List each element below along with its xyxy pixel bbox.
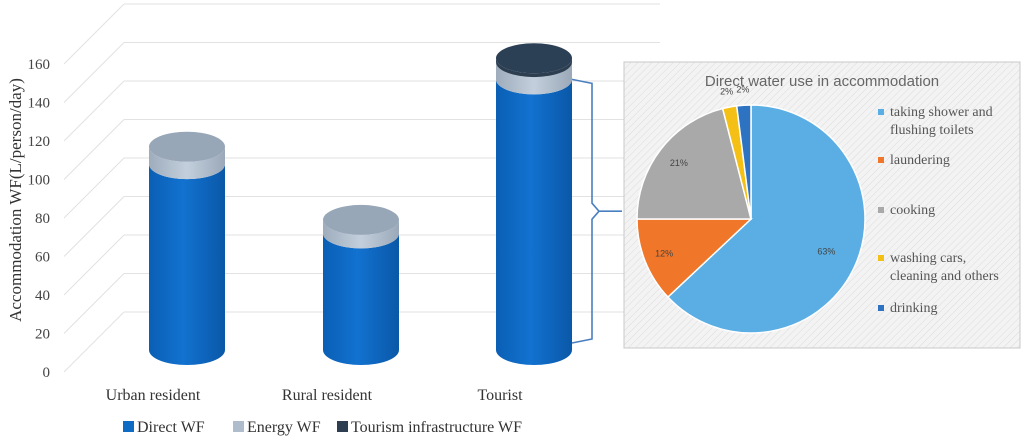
- pie-slice: [666, 104, 866, 334]
- legend-swatch: [337, 421, 348, 432]
- bar-energy-wf: [149, 146, 225, 180]
- y-tick-label: 20: [35, 327, 50, 343]
- bar-top-cap: [149, 131, 225, 162]
- pie-legend-label: taking shower and flushing toilets: [890, 105, 993, 138]
- y-tick-label: 100: [28, 173, 51, 189]
- x-tick-label: Urban resident: [106, 387, 201, 404]
- y-axis: 0 20 40 60 80 100 120 140 160: [28, 57, 51, 381]
- bar-direct-wf: [323, 233, 399, 365]
- pie-legend-label: drinking: [890, 301, 937, 316]
- x-tick-label: Rural resident: [282, 387, 373, 404]
- bar-energy-wf: [496, 62, 572, 95]
- bar-energy-wf: [323, 219, 399, 249]
- pie-title: Direct water use in accommodation: [705, 73, 939, 90]
- y-tick-label: 60: [35, 250, 50, 266]
- callout-bracket: [571, 78, 622, 344]
- y-tick-label: 120: [28, 134, 51, 150]
- pie-legend-label: cooking: [890, 203, 935, 218]
- gridline-diagonal: [63, 157, 125, 219]
- pie-legend-swatch: [878, 305, 884, 311]
- pie-legend-swatch: [878, 157, 884, 163]
- pie-legend-swatch: [878, 207, 884, 213]
- pie-data-label: 63%: [817, 247, 835, 257]
- legend-label: Direct WF: [137, 419, 205, 436]
- y-tick-label: 140: [28, 96, 51, 112]
- pie-slice: [735, 104, 752, 220]
- x-axis: Urban resident Rural resident Tourist: [106, 387, 523, 404]
- gridline-diagonal: [63, 196, 125, 257]
- gridline-diagonal: [63, 234, 125, 296]
- bar-direct-wf: [149, 164, 225, 365]
- pie-legend-label: washing cars, cleaning and others: [890, 251, 999, 284]
- pie-data-label: 2%: [736, 84, 749, 94]
- pie-slice: [636, 218, 753, 299]
- bars: [149, 43, 572, 366]
- legend-swatch: [233, 421, 244, 432]
- pie-legend-swatch: [878, 109, 884, 115]
- y-tick-label: 80: [35, 211, 50, 227]
- bar-direct-wf: [496, 79, 572, 366]
- pie-legend-label: laundering: [890, 153, 950, 168]
- bar-group-urban-resident: [149, 131, 225, 365]
- pie-data-labels: 63% 12% 21% 2% 2%: [655, 84, 835, 258]
- bar-top-cap: [496, 43, 572, 74]
- y-tick-label: 40: [35, 288, 50, 304]
- pie-data-label: 12%: [655, 248, 673, 258]
- pie-data-label: 2%: [720, 86, 733, 96]
- y-axis-title: Accommodation WF(L/person/day): [6, 78, 25, 322]
- gridline-diagonal: [63, 273, 125, 334]
- legend-label: Tourism infrastructure WF: [351, 419, 522, 436]
- gridline-diagonal: [63, 311, 125, 373]
- y-tick-label: 160: [28, 57, 51, 73]
- bar-top-cap: [323, 204, 399, 235]
- pie-legend: taking shower and flushing toilets launder…: [878, 105, 999, 316]
- pie-slice: [636, 107, 752, 220]
- gridline-diagonal: [63, 3, 125, 65]
- pie-data-label: 21%: [670, 158, 688, 168]
- bar-group-tourist: [496, 43, 572, 366]
- gridline-diagonal: [63, 80, 125, 142]
- gridline-diagonal: [63, 42, 125, 103]
- bar-tourism-infrastructure-wf: [496, 58, 572, 78]
- pie-slices: [636, 104, 866, 334]
- x-tick-label: Tourist: [477, 387, 523, 404]
- gridline-diagonal: [63, 119, 125, 180]
- bar-legend: Direct WF Energy WF Tourism infrastructure…: [123, 419, 522, 436]
- legend-label: Energy WF: [247, 419, 321, 436]
- pie-legend-swatch: [878, 255, 884, 261]
- y-tick-label: 0: [43, 365, 51, 381]
- bar-group-rural-resident: [323, 204, 399, 365]
- legend-swatch: [123, 421, 134, 432]
- pie-chart-panel: Direct water use in accommodation 63% 12%…: [623, 61, 1021, 349]
